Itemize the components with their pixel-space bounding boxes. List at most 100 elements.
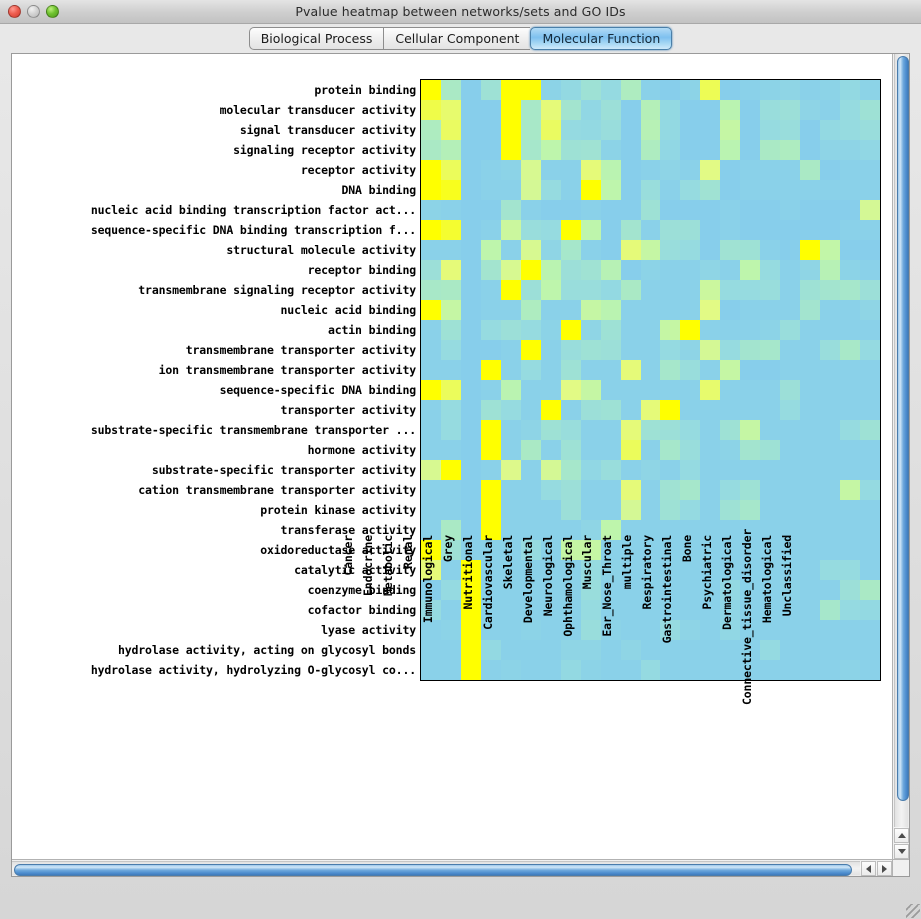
- heatmap-cell[interactable]: [820, 320, 841, 340]
- heatmap-cell[interactable]: [520, 440, 541, 460]
- heatmap-cell[interactable]: [680, 300, 701, 320]
- heatmap-cell[interactable]: [700, 420, 721, 440]
- heatmap-cell[interactable]: [820, 580, 841, 600]
- heatmap-cell[interactable]: [660, 520, 681, 540]
- heatmap-cell[interactable]: [480, 540, 501, 560]
- heatmap-cell[interactable]: [820, 160, 841, 180]
- heatmap-cell[interactable]: [740, 540, 761, 560]
- heatmap-cell[interactable]: [460, 180, 481, 200]
- heatmap-cell[interactable]: [800, 560, 821, 580]
- heatmap-cell[interactable]: [500, 640, 521, 660]
- heatmap-cell[interactable]: [720, 260, 741, 280]
- heatmap-cell[interactable]: [440, 620, 461, 640]
- heatmap-cell[interactable]: [660, 120, 681, 140]
- heatmap-cell[interactable]: [820, 460, 841, 480]
- heatmap-cell[interactable]: [720, 480, 741, 500]
- heatmap-cell[interactable]: [780, 480, 801, 500]
- heatmap-cell[interactable]: [820, 140, 841, 160]
- heatmap-cell[interactable]: [460, 300, 481, 320]
- heatmap-cell[interactable]: [500, 300, 521, 320]
- heatmap-cell[interactable]: [800, 340, 821, 360]
- heatmap-cell[interactable]: [840, 240, 861, 260]
- heatmap-cell[interactable]: [540, 240, 561, 260]
- heatmap-cell[interactable]: [620, 240, 641, 260]
- heatmap-cell[interactable]: [480, 460, 501, 480]
- heatmap-cell[interactable]: [720, 580, 741, 600]
- heatmap-cell[interactable]: [520, 120, 541, 140]
- heatmap-cell[interactable]: [860, 600, 880, 620]
- heatmap-cell[interactable]: [800, 640, 821, 660]
- heatmap-cell[interactable]: [421, 80, 441, 100]
- heatmap-cell[interactable]: [740, 500, 761, 520]
- heatmap-cell[interactable]: [820, 540, 841, 560]
- heatmap-cell[interactable]: [660, 580, 681, 600]
- heatmap-cell[interactable]: [800, 460, 821, 480]
- heatmap-cell[interactable]: [820, 100, 841, 120]
- heatmap-cell[interactable]: [680, 400, 701, 420]
- heatmap-cell[interactable]: [520, 360, 541, 380]
- heatmap-cell[interactable]: [740, 640, 761, 660]
- heatmap-cell[interactable]: [520, 560, 541, 580]
- heatmap-cell[interactable]: [820, 240, 841, 260]
- heatmap-cell[interactable]: [860, 560, 880, 580]
- heatmap-cell[interactable]: [460, 120, 481, 140]
- heatmap-cell[interactable]: [580, 160, 601, 180]
- heatmap-cell[interactable]: [740, 660, 761, 680]
- heatmap-cell[interactable]: [680, 660, 701, 680]
- heatmap-cell[interactable]: [860, 520, 880, 540]
- heatmap-cell[interactable]: [500, 100, 521, 120]
- heatmap-cell[interactable]: [800, 280, 821, 300]
- heatmap-cell[interactable]: [860, 100, 880, 120]
- heatmap-cell[interactable]: [840, 120, 861, 140]
- close-button-icon[interactable]: [8, 5, 21, 18]
- heatmap-cell[interactable]: [460, 320, 481, 340]
- heatmap-cell[interactable]: [720, 140, 741, 160]
- heatmap-cell[interactable]: [560, 200, 581, 220]
- heatmap-cell[interactable]: [540, 360, 561, 380]
- heatmap-cell[interactable]: [780, 580, 801, 600]
- heatmap-cell[interactable]: [640, 240, 661, 260]
- heatmap-cell[interactable]: [740, 600, 761, 620]
- heatmap-cell[interactable]: [740, 120, 761, 140]
- heatmap-cell[interactable]: [580, 200, 601, 220]
- heatmap-cell[interactable]: [840, 280, 861, 300]
- heatmap-cell[interactable]: [860, 240, 880, 260]
- heatmap-cell[interactable]: [440, 440, 461, 460]
- heatmap-cell[interactable]: [680, 560, 701, 580]
- heatmap-cell[interactable]: [480, 440, 501, 460]
- heatmap-cell[interactable]: [860, 320, 880, 340]
- heatmap-cell[interactable]: [620, 500, 641, 520]
- heatmap-cell[interactable]: [740, 460, 761, 480]
- heatmap-cell[interactable]: [760, 480, 781, 500]
- heatmap-cell[interactable]: [680, 200, 701, 220]
- heatmap-cell[interactable]: [780, 200, 801, 220]
- heatmap-cell[interactable]: [500, 480, 521, 500]
- heatmap-cell[interactable]: [421, 220, 441, 240]
- heatmap-cell[interactable]: [620, 140, 641, 160]
- heatmap-cell[interactable]: [540, 320, 561, 340]
- heatmap-cell[interactable]: [640, 220, 661, 240]
- heatmap-cell[interactable]: [540, 200, 561, 220]
- zoom-button-icon[interactable]: [46, 5, 59, 18]
- heatmap-cell[interactable]: [600, 260, 621, 280]
- heatmap-cell[interactable]: [620, 440, 641, 460]
- heatmap-cell[interactable]: [500, 400, 521, 420]
- heatmap-cell[interactable]: [500, 560, 521, 580]
- heatmap-cell[interactable]: [700, 500, 721, 520]
- vertical-scrollbar-thumb[interactable]: [897, 56, 909, 801]
- heatmap-cell[interactable]: [480, 200, 501, 220]
- heatmap-cell[interactable]: [480, 480, 501, 500]
- heatmap-cell[interactable]: [460, 220, 481, 240]
- heatmap-cell[interactable]: [860, 400, 880, 420]
- heatmap-cell[interactable]: [680, 120, 701, 140]
- heatmap-cell[interactable]: [480, 100, 501, 120]
- heatmap-cell[interactable]: [640, 540, 661, 560]
- heatmap-cell[interactable]: [560, 140, 581, 160]
- heatmap-cell[interactable]: [600, 300, 621, 320]
- heatmap-cell[interactable]: [660, 600, 681, 620]
- heatmap-cell[interactable]: [500, 140, 521, 160]
- heatmap-cell[interactable]: [860, 140, 880, 160]
- heatmap-cell[interactable]: [680, 100, 701, 120]
- heatmap-cell[interactable]: [700, 80, 721, 100]
- heatmap-cell[interactable]: [820, 600, 841, 620]
